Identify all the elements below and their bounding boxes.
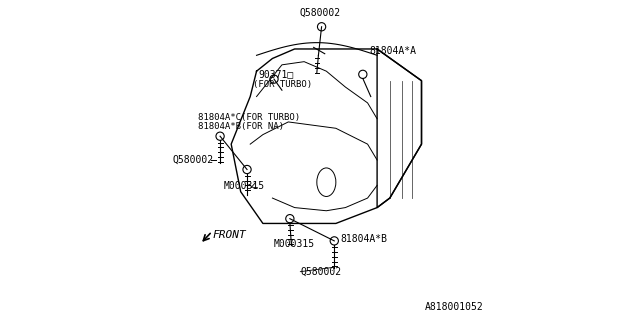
Polygon shape xyxy=(377,49,422,208)
Text: Q580002: Q580002 xyxy=(300,267,342,277)
Text: M000315: M000315 xyxy=(274,239,315,249)
Text: M000315: M000315 xyxy=(223,181,264,191)
Text: (FOR TURBO): (FOR TURBO) xyxy=(253,80,312,89)
Text: 81804A*B(FOR NA): 81804A*B(FOR NA) xyxy=(198,122,284,131)
Text: FRONT: FRONT xyxy=(212,229,246,240)
Text: 81804A*B: 81804A*B xyxy=(340,234,388,244)
Text: 81804A*C(FOR TURBO): 81804A*C(FOR TURBO) xyxy=(198,113,300,122)
Text: Q580002: Q580002 xyxy=(300,7,340,18)
Text: Q580002: Q580002 xyxy=(173,155,214,165)
Text: A818001052: A818001052 xyxy=(425,301,483,312)
Text: 81804A*A: 81804A*A xyxy=(369,45,416,56)
Text: 90371□: 90371□ xyxy=(258,69,293,79)
